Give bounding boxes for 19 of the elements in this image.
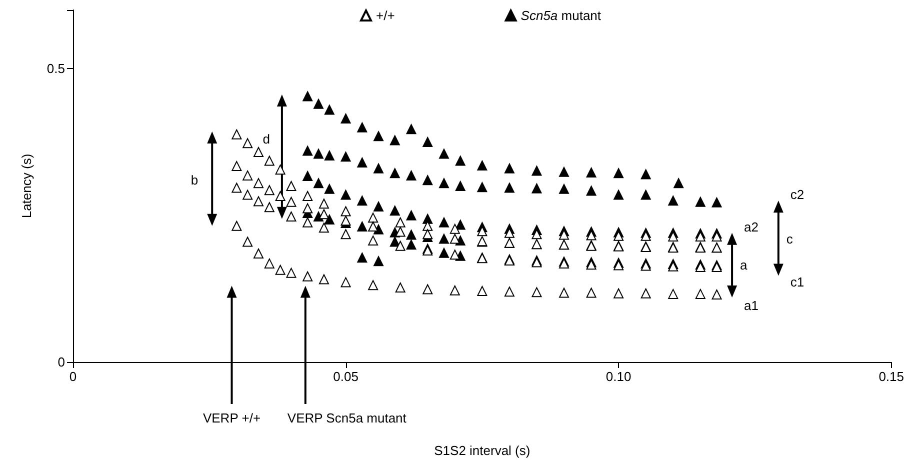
text: VERP +/+	[202, 410, 261, 426]
x-tick-label: 0	[69, 369, 77, 384]
annotation: a	[740, 258, 748, 273]
legend-label: +/+	[376, 8, 395, 23]
annotation: a1	[744, 298, 759, 313]
annotation: c	[786, 231, 794, 246]
y-tick-label: 0.5	[46, 61, 65, 76]
x-tick-label: 0.15	[878, 369, 904, 384]
x-tick-label: 0.10	[606, 369, 632, 384]
annotation: c2	[790, 187, 804, 202]
annotation: b	[190, 172, 198, 188]
annotation: c1	[790, 274, 804, 290]
y-axis-title: Latency (s)	[19, 154, 34, 218]
text: VERP Scn5a mutant	[287, 410, 407, 426]
x-tick-label: 0.05	[333, 369, 358, 384]
annotation: a2	[744, 219, 759, 234]
annotation: d	[262, 132, 270, 147]
x-axis-title: S1S2 interval (s)	[434, 443, 530, 458]
legend-label: Scn5a mutant	[520, 8, 602, 23]
